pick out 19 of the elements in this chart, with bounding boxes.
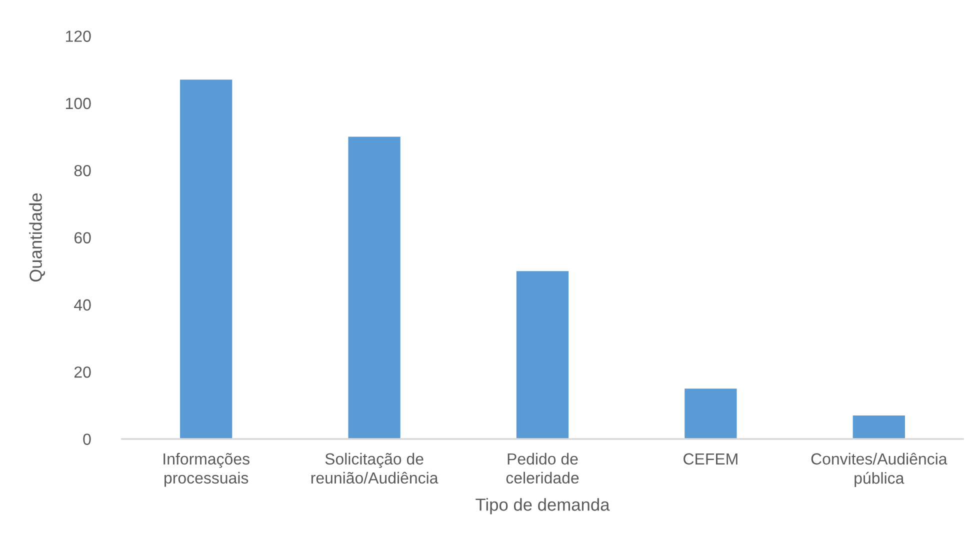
x-tick-label: Pedido de celeridade [506, 452, 579, 484]
x-tick-label: Convites/Audiência pública [811, 452, 948, 487]
y-tick-label: 80 [74, 164, 91, 176]
x-tick-label: Informações processuais [164, 452, 250, 487]
bar [852, 415, 905, 439]
y-tick-label: 100 [66, 98, 91, 110]
bar [684, 388, 737, 439]
y-tick-label: 20 [74, 366, 91, 378]
y-tick-label: 120 [66, 30, 91, 42]
y-tick-label: 0 [83, 434, 91, 445]
bar [348, 136, 400, 439]
x-tick-label: Solicitação de reunião/Audiência [311, 452, 438, 484]
bar [180, 80, 232, 439]
x-tick-label: CEFEM [684, 453, 738, 465]
x-axis-title: Tipo de demanda [476, 498, 610, 514]
bar [516, 271, 569, 439]
y-axis-title: Quantidade [29, 193, 46, 282]
y-tick-label: 60 [74, 232, 91, 244]
y-tick-label: 40 [74, 299, 91, 311]
